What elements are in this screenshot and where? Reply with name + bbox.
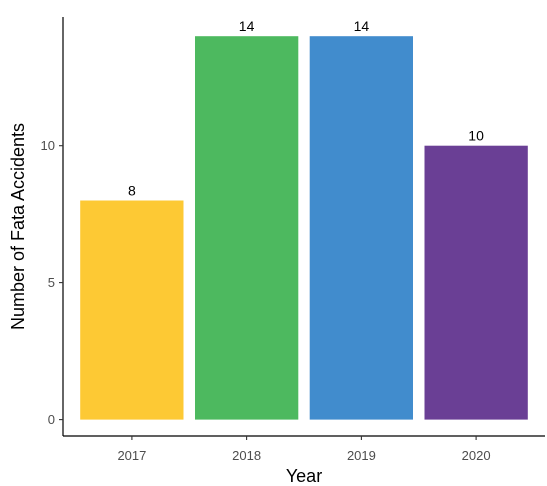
bar-2017 <box>80 200 184 420</box>
y-axis-ticks: 0 5 10 <box>41 138 63 427</box>
data-label-2018: 14 <box>239 18 255 34</box>
y-axis-title: Number of Fata Accidents <box>8 123 28 330</box>
bar-2019 <box>309 36 413 420</box>
bar-2018 <box>195 36 299 420</box>
x-axis-ticks: 2017 2018 2019 2020 <box>117 436 491 463</box>
x-tick-label-2020: 2020 <box>462 448 491 463</box>
y-tick-label-0: 0 <box>48 412 55 427</box>
y-tick-label-5: 5 <box>48 275 55 290</box>
data-label-2019: 14 <box>354 18 370 34</box>
x-tick-label-2018: 2018 <box>232 448 261 463</box>
data-labels-layer: 8 14 14 10 <box>128 18 484 198</box>
data-label-2017: 8 <box>128 183 136 199</box>
y-tick-label-10: 10 <box>41 138 55 153</box>
data-label-2020: 10 <box>468 128 484 144</box>
bars-layer <box>80 36 528 420</box>
x-axis-title: Year <box>286 466 322 486</box>
x-tick-label-2017: 2017 <box>117 448 146 463</box>
bar-2020 <box>424 145 528 420</box>
x-tick-label-2019: 2019 <box>347 448 376 463</box>
